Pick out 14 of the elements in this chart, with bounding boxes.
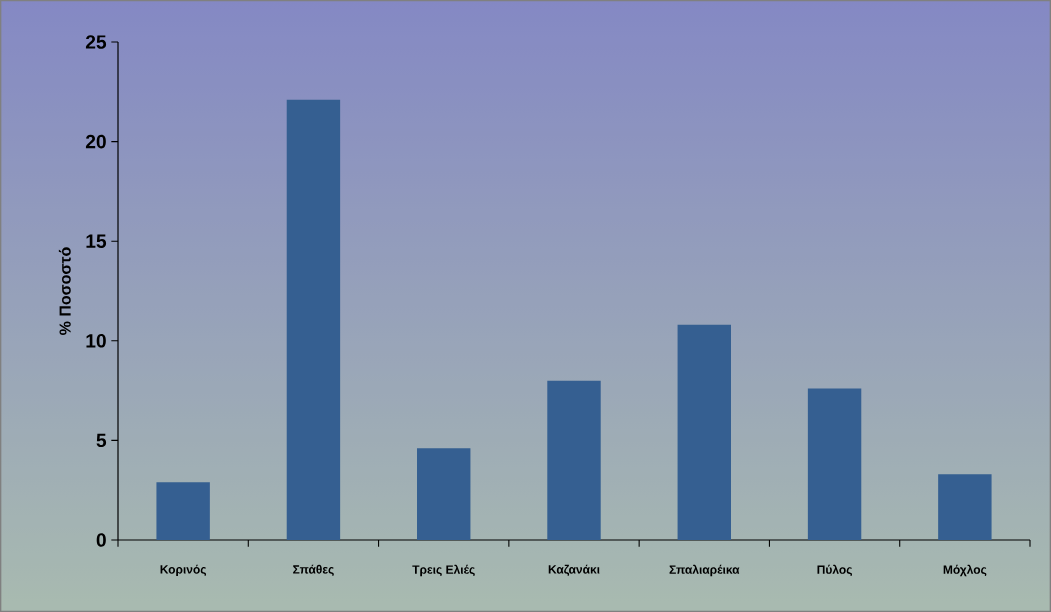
x-tick-label: Τρεις Ελιές bbox=[412, 564, 475, 577]
y-tick-label: 15 bbox=[86, 234, 107, 248]
x-tick-label: Σπάθες bbox=[293, 564, 334, 576]
y-tick-label: 20 bbox=[85, 134, 106, 149]
x-tick-label: Καζανάκι bbox=[548, 564, 600, 576]
y-tick-label: 5 bbox=[96, 433, 107, 448]
y-tick-label: 10 bbox=[86, 334, 106, 348]
x-tick-label: Μόχλος bbox=[943, 564, 987, 577]
x-tick-label: Κορινός bbox=[160, 564, 207, 577]
x-tick-label: Σπαλιαρέικα bbox=[669, 564, 740, 577]
x-tick-label: Πύλος bbox=[817, 564, 852, 577]
y-tick-label: 25 bbox=[85, 35, 107, 49]
y-axis-title: % Ποσοστό bbox=[58, 247, 71, 335]
y-tick-label: 0 bbox=[96, 533, 106, 547]
